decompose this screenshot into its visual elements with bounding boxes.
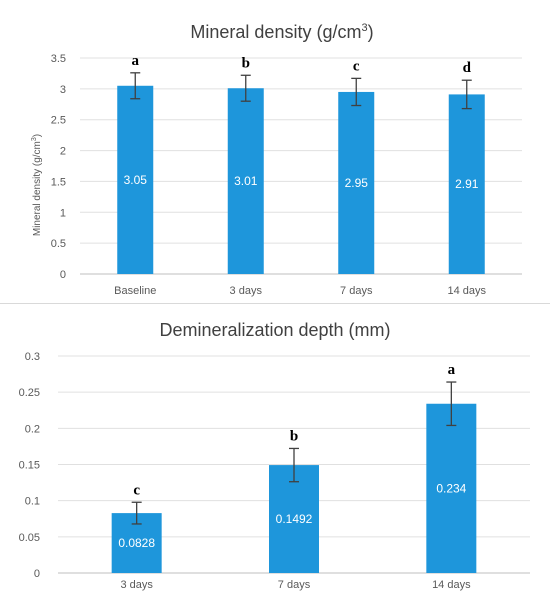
bar — [269, 465, 319, 573]
data-label: 3.01 — [234, 174, 258, 188]
y-tick-label: 1 — [60, 207, 66, 219]
significance-letter: c — [353, 58, 360, 74]
bar — [448, 94, 485, 274]
bar — [227, 88, 264, 275]
demineralization-depth-chart-svg: Demineralization depth (mm) 0 0.05 0.1 0.15… — [19, 320, 530, 591]
y-tick-label: 3.5 — [51, 53, 66, 65]
x-tick-label: Baseline — [114, 285, 156, 297]
y-tick-label: 0.1 — [25, 496, 40, 508]
y-tick-label: 0.3 — [25, 351, 40, 363]
y-tick-label: 0 — [60, 269, 66, 281]
y-tick-label: 0.2 — [25, 423, 40, 435]
demineralization-depth-chart: Demineralization depth (mm) 0 0.05 0.1 0.15… — [0, 308, 550, 601]
y-axis-label: Mineral density (g/cm3) — [31, 134, 43, 236]
data-label: 2.95 — [345, 176, 369, 190]
x-tick-label: 7 days — [340, 285, 373, 297]
data-label: 0.0828 — [118, 536, 155, 550]
significance-letter: c — [133, 482, 140, 498]
panel-divider — [0, 303, 550, 304]
significance-letter: b — [242, 55, 250, 71]
y-tick-label: 1.5 — [51, 176, 66, 188]
y-tick-label: 0.05 — [19, 532, 40, 544]
x-tick-label: 3 days — [120, 579, 153, 591]
y-tick-label: 0.15 — [19, 460, 40, 472]
chart-title: Demineralization depth (mm) — [159, 320, 390, 340]
significance-letter: b — [290, 428, 298, 444]
y-tick-label: 2 — [60, 146, 66, 158]
mineral-density-chart-svg: Mineral density (g/cm3) Mineral density … — [31, 22, 522, 297]
x-tick-label: 7 days — [278, 579, 311, 591]
bar — [426, 403, 477, 573]
significance-letter: a — [448, 362, 456, 378]
data-label: 0.234 — [436, 481, 466, 495]
y-tick-label: 0 — [34, 568, 40, 580]
x-tick-label: 14 days — [432, 579, 471, 591]
data-label: 0.1492 — [276, 512, 313, 526]
x-tick-label: 14 days — [447, 285, 486, 297]
chart-title: Mineral density (g/cm3) — [190, 22, 373, 42]
y-tick-label: 0.25 — [19, 387, 40, 399]
y-tick-label: 3 — [60, 84, 66, 96]
bar — [338, 91, 375, 274]
bar — [117, 85, 154, 275]
data-label: 3.05 — [124, 173, 148, 187]
y-tick-label: 2.5 — [51, 115, 66, 127]
x-tick-label: 3 days — [230, 285, 263, 297]
significance-letter: a — [132, 53, 140, 69]
significance-letter: d — [463, 60, 472, 76]
data-label: 2.91 — [455, 177, 479, 191]
mineral-density-chart: Mineral density (g/cm3) Mineral density … — [0, 0, 550, 300]
y-tick-label: 0.5 — [51, 238, 66, 250]
